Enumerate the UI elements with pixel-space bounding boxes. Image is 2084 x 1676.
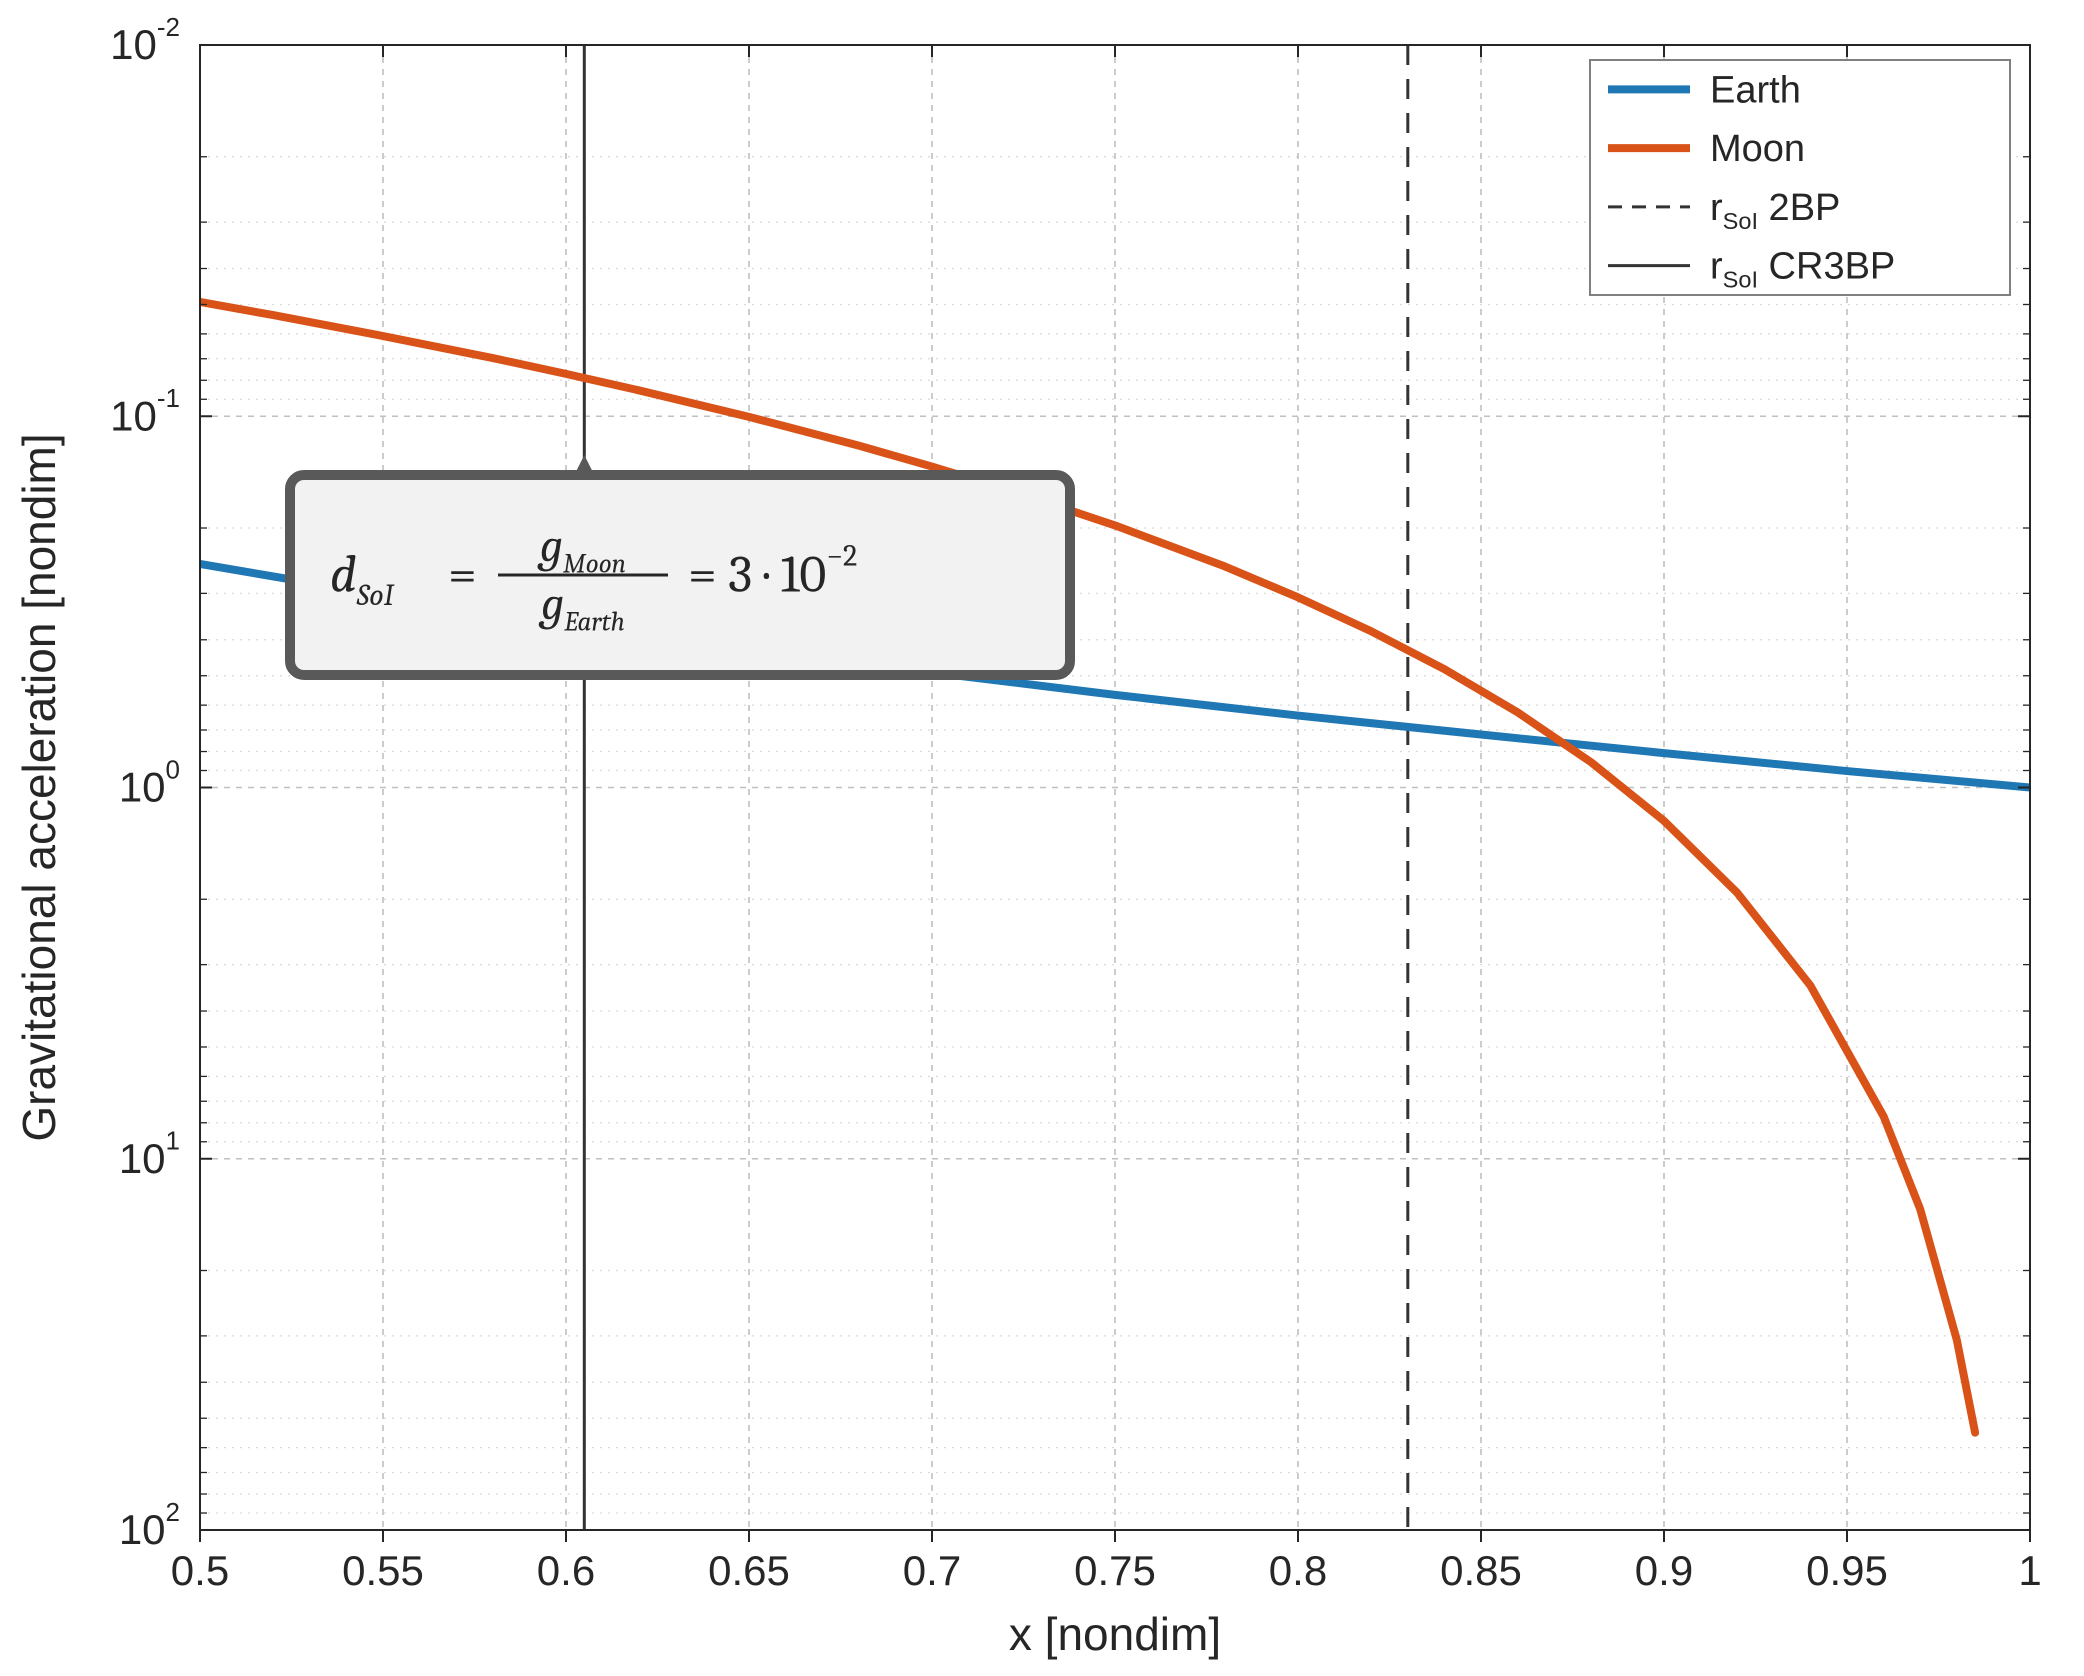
chart-svg: 0.5 0.55 0.6 0.65 0.7 0.75 0.8 0.85 0.9 0.95 1 10-2… bbox=[0, 0, 2084, 1676]
xtick-label: 0.9 bbox=[1635, 1547, 1693, 1594]
svg-text:=: = bbox=[448, 545, 477, 605]
xtick-label: 1 bbox=[2018, 1547, 2041, 1594]
y-axis-label: Gravitational acceleration [nondim] bbox=[13, 433, 65, 1141]
annotation-box: dSoI =gMoongEarth= 3 · 10−2 bbox=[290, 475, 1070, 675]
xtick-label: 0.55 bbox=[342, 1547, 424, 1594]
ytick-label: 100 bbox=[119, 754, 180, 810]
xtick-label: 0.75 bbox=[1074, 1547, 1156, 1594]
legend: EarthMoonrSoI 2BPrSoI CR3BP bbox=[1590, 60, 2010, 295]
xtick-label: 0.7 bbox=[903, 1547, 961, 1594]
ytick-label: 10-1 bbox=[110, 383, 180, 439]
chart-container: 0.5 0.55 0.6 0.65 0.7 0.75 0.8 0.85 0.9 0.95 1 10-2… bbox=[0, 0, 2084, 1676]
xtick-label: 0.95 bbox=[1806, 1547, 1888, 1594]
ytick-label: 101 bbox=[119, 1126, 180, 1182]
legend-label: Moon bbox=[1710, 128, 1805, 170]
xtick-label: 0.8 bbox=[1269, 1547, 1327, 1594]
x-axis-label: x [nondim] bbox=[1009, 1608, 1221, 1660]
xtick-label: 0.85 bbox=[1440, 1547, 1522, 1594]
ytick-label: 10-2 bbox=[110, 12, 180, 68]
ytick-label: 102 bbox=[119, 1497, 180, 1553]
xtick-label: 0.65 bbox=[708, 1547, 790, 1594]
legend-label: Earth bbox=[1710, 69, 1801, 111]
xtick-label: 0.6 bbox=[537, 1547, 595, 1594]
xtick-label: 0.5 bbox=[171, 1547, 229, 1594]
